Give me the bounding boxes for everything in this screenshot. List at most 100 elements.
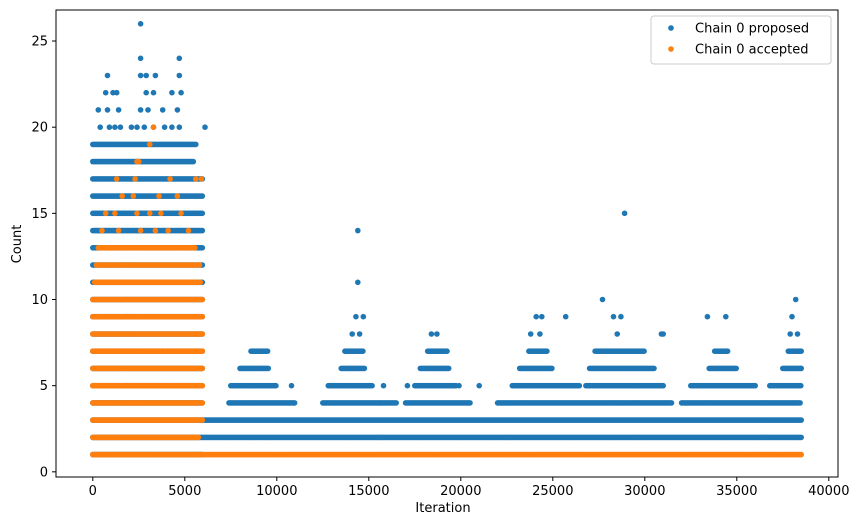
point-proposed [102,89,109,96]
point-proposed [798,434,804,441]
point-proposed [113,89,120,96]
point-proposed [610,313,617,320]
point-accepted [798,451,804,458]
point-proposed [537,331,543,337]
point-proposed [641,348,647,355]
point-proposed [651,365,657,372]
point-proposed [251,348,258,355]
point-proposed [257,348,264,355]
point-proposed [288,382,295,389]
point-proposed [137,21,144,27]
point-proposed [356,331,363,337]
point-proposed [349,331,356,337]
point-proposed [169,89,175,96]
point-proposed [798,382,804,389]
point-proposed [467,400,473,406]
point-proposed [549,365,555,372]
point-proposed [445,365,452,372]
point-proposed [369,382,375,389]
point-proposed [562,313,569,320]
point-proposed [117,124,124,130]
point-proposed [428,331,435,337]
point-proposed [152,72,159,79]
point-accepted [195,434,202,441]
point-proposed [141,124,148,130]
point-proposed [798,417,804,423]
point-proposed [104,107,111,113]
point-proposed [533,313,539,320]
point-proposed [361,365,368,372]
point-proposed [796,348,803,355]
point-proposed [143,72,149,79]
point-proposed [199,227,206,234]
point-proposed [476,382,483,389]
point-proposed [434,331,440,337]
point-proposed [576,382,583,389]
point-proposed [539,313,545,320]
point-proposed [660,382,666,389]
point-proposed [621,210,628,217]
point-accepted [199,400,206,406]
point-proposed [787,331,793,337]
point-proposed [618,313,624,320]
point-proposed [104,72,111,79]
point-proposed [393,400,400,406]
plot-area [56,10,838,477]
point-proposed [137,55,144,62]
point-proposed [202,124,208,130]
point-proposed [355,279,361,286]
point-proposed [115,107,122,113]
point-accepted [199,382,206,389]
point-proposed [176,124,183,130]
point-proposed [456,382,462,389]
point-proposed [733,365,739,372]
point-proposed [789,313,795,320]
point-proposed [137,72,144,79]
point-proposed [95,107,102,113]
point-proposed [190,158,197,165]
point-proposed [264,348,271,355]
point-proposed [752,382,758,389]
point-proposed [380,382,387,389]
point-proposed [724,348,731,355]
point-accepted [199,331,206,337]
point-proposed [137,107,144,113]
point-proposed [668,400,675,406]
point-proposed [614,331,620,337]
point-proposed [291,400,298,406]
point-proposed [273,382,279,389]
point-proposed [169,124,175,130]
point-accepted [199,348,206,355]
point-proposed [527,331,534,337]
point-proposed [161,124,168,130]
point-proposed [444,348,450,355]
point-proposed [360,348,366,355]
point-proposed [106,124,113,130]
point-proposed [176,72,183,79]
point-accepted [199,365,206,372]
point-proposed [723,313,729,320]
point-accepted [199,417,206,423]
point-proposed [792,296,799,303]
point-proposed [143,89,149,96]
point-proposed [145,107,151,113]
point-proposed [660,331,666,337]
point-proposed [767,382,773,389]
point-accepted [199,313,206,320]
point-proposed [199,210,206,217]
point-proposed [174,107,181,113]
point-proposed [193,141,199,148]
point-proposed [199,193,206,199]
point-proposed [704,313,711,320]
point-proposed [134,124,140,130]
point-proposed [97,124,103,130]
point-proposed [112,124,118,130]
point-proposed [794,331,801,337]
point-proposed [199,245,206,251]
point-proposed [404,382,411,389]
point-proposed [360,313,367,320]
accepted-series [90,124,804,458]
point-proposed [265,365,272,372]
point-proposed [150,89,157,96]
